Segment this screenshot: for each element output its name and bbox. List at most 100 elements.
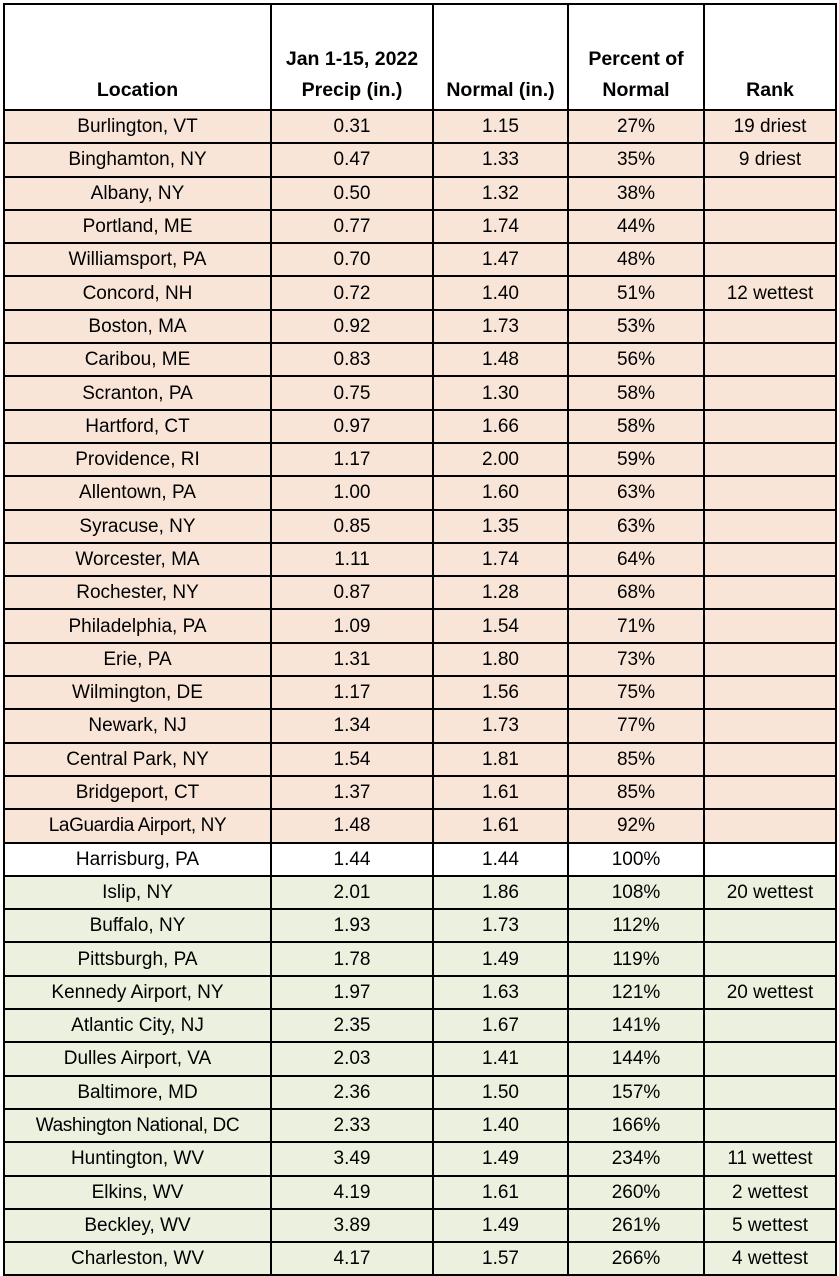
precip-cell: 0.72 xyxy=(270,275,434,311)
location-cell: Portland, ME xyxy=(3,208,272,245)
normal-cell: 1.48 xyxy=(432,342,569,378)
rank-cell: 2 wettest xyxy=(703,1174,837,1210)
precip-cell: 0.87 xyxy=(270,575,434,611)
normal-cell: 1.44 xyxy=(432,841,569,877)
precip-cell: 1.44 xyxy=(270,841,434,877)
header-percent-line1: Percent of xyxy=(588,48,684,70)
rank-cell xyxy=(703,308,837,345)
percent-cell: 75% xyxy=(567,675,705,711)
precip-cell: 1.78 xyxy=(270,941,434,977)
table-row: Worcester, MA 1.11 1.74 64% xyxy=(3,541,837,578)
location-cell: Beckley, WV xyxy=(3,1207,272,1244)
location-cell: Syracuse, NY xyxy=(3,508,272,544)
table-row: Albany, NY 0.50 1.32 38% xyxy=(3,175,837,211)
location-cell: Huntington, WV xyxy=(3,1141,272,1177)
rank-cell xyxy=(703,808,837,844)
precip-cell: 0.97 xyxy=(270,408,434,444)
rank-cell xyxy=(703,1008,837,1044)
percent-cell: 144% xyxy=(567,1041,705,1077)
precip-cell: 1.00 xyxy=(270,475,434,511)
precip-cell: 2.03 xyxy=(270,1041,434,1077)
header-percent-line2: Normal xyxy=(602,79,670,101)
percent-cell: 63% xyxy=(567,508,705,544)
normal-cell: 1.73 xyxy=(432,908,569,944)
table-row: Newark, NJ 1.34 1.73 77% xyxy=(3,708,837,744)
location-cell: Baltimore, MD xyxy=(3,1074,272,1110)
precip-cell: 1.54 xyxy=(270,741,434,777)
normal-cell: 1.61 xyxy=(432,808,569,844)
table-row: Philadelphia, PA 1.09 1.54 71% xyxy=(3,608,837,644)
table-row: Dulles Airport, VA 2.03 1.41 144% xyxy=(3,1041,837,1077)
precip-cell: 1.37 xyxy=(270,774,434,811)
percent-cell: 58% xyxy=(567,408,705,444)
percent-cell: 92% xyxy=(567,808,705,844)
precip-cell: 0.75 xyxy=(270,375,434,411)
precip-cell: 3.49 xyxy=(270,1141,434,1177)
normal-cell: 1.63 xyxy=(432,974,569,1011)
rank-cell xyxy=(703,741,837,777)
precip-cell: 2.35 xyxy=(270,1008,434,1044)
rank-cell: 4 wettest xyxy=(703,1241,837,1276)
location-cell: Rochester, NY xyxy=(3,575,272,611)
rank-cell xyxy=(703,342,837,378)
normal-cell: 1.15 xyxy=(432,108,569,145)
location-cell: Binghamton, NY xyxy=(3,142,272,178)
rank-cell xyxy=(703,475,837,511)
normal-cell: 1.81 xyxy=(432,741,569,777)
location-cell: Atlantic City, NJ xyxy=(3,1008,272,1044)
percent-cell: 234% xyxy=(567,1141,705,1177)
normal-cell: 1.56 xyxy=(432,675,569,711)
table-row: Erie, PA 1.31 1.80 73% xyxy=(3,641,837,678)
location-cell: Newark, NJ xyxy=(3,708,272,744)
precip-cell: 1.31 xyxy=(270,641,434,678)
precip-cell: 2.36 xyxy=(270,1074,434,1110)
precip-cell: 0.50 xyxy=(270,175,434,211)
rank-cell xyxy=(703,541,837,578)
rank-cell xyxy=(703,841,837,877)
precip-cell: 4.19 xyxy=(270,1174,434,1210)
normal-cell: 1.35 xyxy=(432,508,569,544)
percent-cell: 166% xyxy=(567,1107,705,1144)
table-row: Bridgeport, CT 1.37 1.61 85% xyxy=(3,774,837,811)
table-row: Beckley, WV 3.89 1.49 261% 5 wettest xyxy=(3,1207,837,1244)
rank-cell xyxy=(703,1107,837,1144)
location-cell: Williamsport, PA xyxy=(3,242,272,278)
percent-cell: 27% xyxy=(567,108,705,145)
table-row: Harrisburg, PA 1.44 1.44 100% xyxy=(3,841,837,877)
normal-cell: 1.41 xyxy=(432,1041,569,1077)
header-rank: Rank xyxy=(703,3,837,111)
location-cell: Pittsburgh, PA xyxy=(3,941,272,977)
rank-cell xyxy=(703,175,837,211)
location-cell: Providence, RI xyxy=(3,441,272,478)
rank-cell xyxy=(703,1074,837,1110)
rank-cell xyxy=(703,641,837,678)
table-row: Portland, ME 0.77 1.74 44% xyxy=(3,208,837,245)
percent-cell: 58% xyxy=(567,375,705,411)
percent-cell: 100% xyxy=(567,841,705,877)
table-row: Binghamton, NY 0.47 1.33 35% 9 driest xyxy=(3,142,837,178)
normal-cell: 1.40 xyxy=(432,275,569,311)
percent-cell: 119% xyxy=(567,941,705,977)
rank-cell xyxy=(703,608,837,644)
percent-cell: 261% xyxy=(567,1207,705,1244)
normal-cell: 1.74 xyxy=(432,541,569,578)
percent-cell: 35% xyxy=(567,142,705,178)
percent-cell: 71% xyxy=(567,608,705,644)
location-cell: Wilmington, DE xyxy=(3,675,272,711)
percent-cell: 108% xyxy=(567,874,705,911)
table-row: Huntington, WV 3.49 1.49 234% 11 wettest xyxy=(3,1141,837,1177)
percent-cell: 63% xyxy=(567,475,705,511)
location-cell: Concord, NH xyxy=(3,275,272,311)
percent-cell: 59% xyxy=(567,441,705,478)
location-cell: Islip, NY xyxy=(3,874,272,911)
percent-cell: 141% xyxy=(567,1008,705,1044)
table-row: Pittsburgh, PA 1.78 1.49 119% xyxy=(3,941,837,977)
rank-cell xyxy=(703,508,837,544)
rank-cell: 11 wettest xyxy=(703,1141,837,1177)
location-cell: Kennedy Airport, NY xyxy=(3,974,272,1011)
header-percent: Percent of Normal xyxy=(567,3,705,111)
rank-cell: 5 wettest xyxy=(703,1207,837,1244)
normal-cell: 1.74 xyxy=(432,208,569,245)
normal-cell: 1.86 xyxy=(432,874,569,911)
rank-cell xyxy=(703,575,837,611)
